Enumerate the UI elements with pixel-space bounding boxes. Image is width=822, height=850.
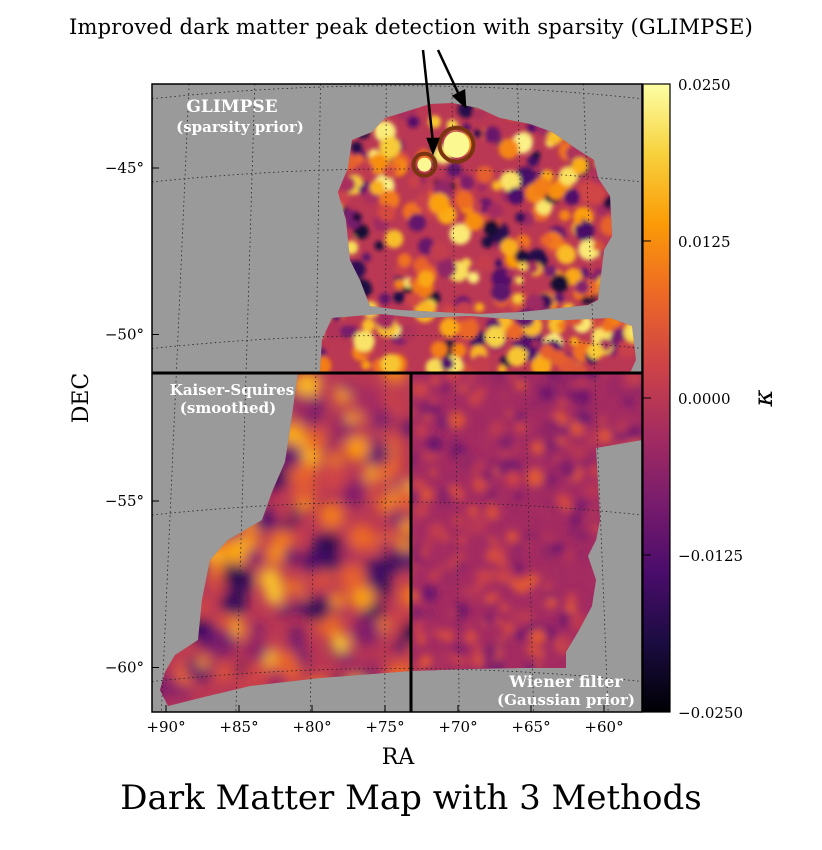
coordinate-grid xyxy=(151,83,643,713)
wiener-label: Wiener filter xyxy=(508,672,623,691)
x-tick-label: +60° xyxy=(584,718,623,736)
colorbar-tick-label: 0.0250 xyxy=(678,76,731,94)
x-tick-label: +75° xyxy=(365,718,404,736)
kaiser-squires-sublabel: (smoothed) xyxy=(180,399,276,417)
y-axis-label: DEC xyxy=(69,373,94,424)
x-tick-label: +70° xyxy=(438,718,477,736)
figure-title: Dark Matter Map with 3 Methods xyxy=(120,778,702,818)
x-tick-label: +85° xyxy=(219,718,258,736)
y-axis-ticks: −45° −50° −55° −60° xyxy=(105,159,159,677)
peak-markers xyxy=(411,125,476,178)
colorbar-ticks: 0.0250 0.0125 0.0000 −0.0125 −0.0250 xyxy=(643,76,743,722)
wiener-sublabel: (Gaussian prior) xyxy=(497,691,635,709)
x-tick-label: +90° xyxy=(146,718,185,736)
x-axis-ticks: +90° +85° +80° +75° +70° +65° +60° xyxy=(146,705,624,736)
peak-ring xyxy=(437,125,476,164)
colorbar-tick-label: −0.0250 xyxy=(678,704,743,722)
y-tick-label: −45° xyxy=(105,159,144,177)
x-tick-label: +80° xyxy=(292,718,331,736)
glimpse-sublabel: (sparsity prior) xyxy=(176,118,304,136)
colorbar-label: κ xyxy=(749,389,779,407)
peak-core xyxy=(417,157,432,172)
y-tick-label: −55° xyxy=(105,492,144,510)
x-tick-label: +65° xyxy=(511,718,550,736)
glimpse-map xyxy=(320,103,636,373)
colorbar-tick-label: 0.0125 xyxy=(678,233,731,251)
colorbar-tick-label: −0.0125 xyxy=(678,547,743,565)
x-axis-label: RA xyxy=(382,745,416,770)
colorbar-tick-label: 0.0000 xyxy=(678,390,731,408)
plot-frame xyxy=(151,83,643,713)
annotation-arrows xyxy=(421,49,467,156)
kaiser-squires-label: Kaiser-Squires xyxy=(170,381,294,399)
peak-ring xyxy=(411,151,438,178)
y-tick-label: −50° xyxy=(105,326,144,344)
y-tick-label: −60° xyxy=(105,659,144,677)
glimpse-label: GLIMPSE xyxy=(186,97,277,117)
annotation-text: Improved dark matter peak detection with… xyxy=(68,15,753,39)
peak-core xyxy=(443,131,470,158)
